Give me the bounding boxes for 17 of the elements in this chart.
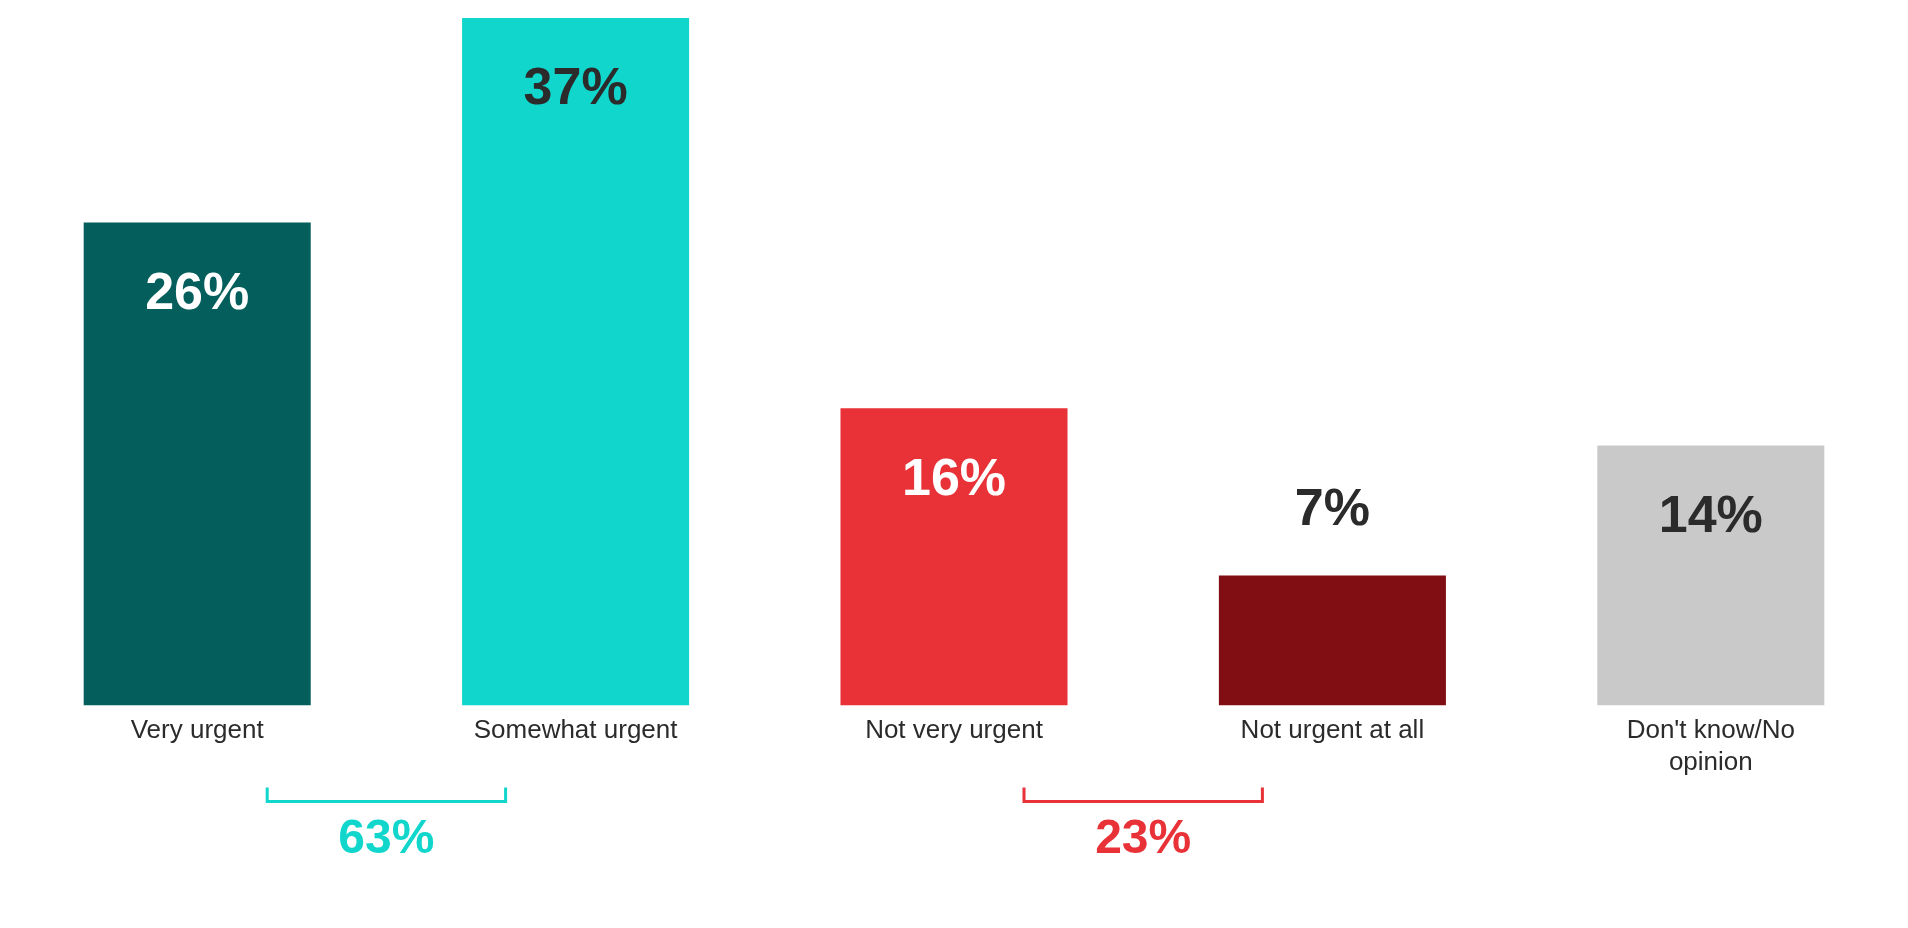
x-tick-label: Somewhat urgent [473,714,679,745]
data-label: 26% [145,261,250,320]
data-label: 14% [1658,484,1763,543]
text: 23% [1095,809,1192,863]
data-label: 7% [1294,477,1370,536]
bar [1218,575,1446,706]
bar [1597,445,1825,706]
data-label: 16% [901,447,1007,506]
x-tick-label: Very urgent [130,714,265,745]
text: 63% [338,809,435,863]
x-tick-label: Don't know/No opinion [1626,714,1795,776]
bar [840,408,1068,706]
x-tick-label: Not very urgent [865,714,1044,745]
data-label: 37% [523,57,628,116]
bar [462,18,690,706]
bar [83,222,311,706]
x-tick-label: Not urgent at all [1240,714,1425,745]
